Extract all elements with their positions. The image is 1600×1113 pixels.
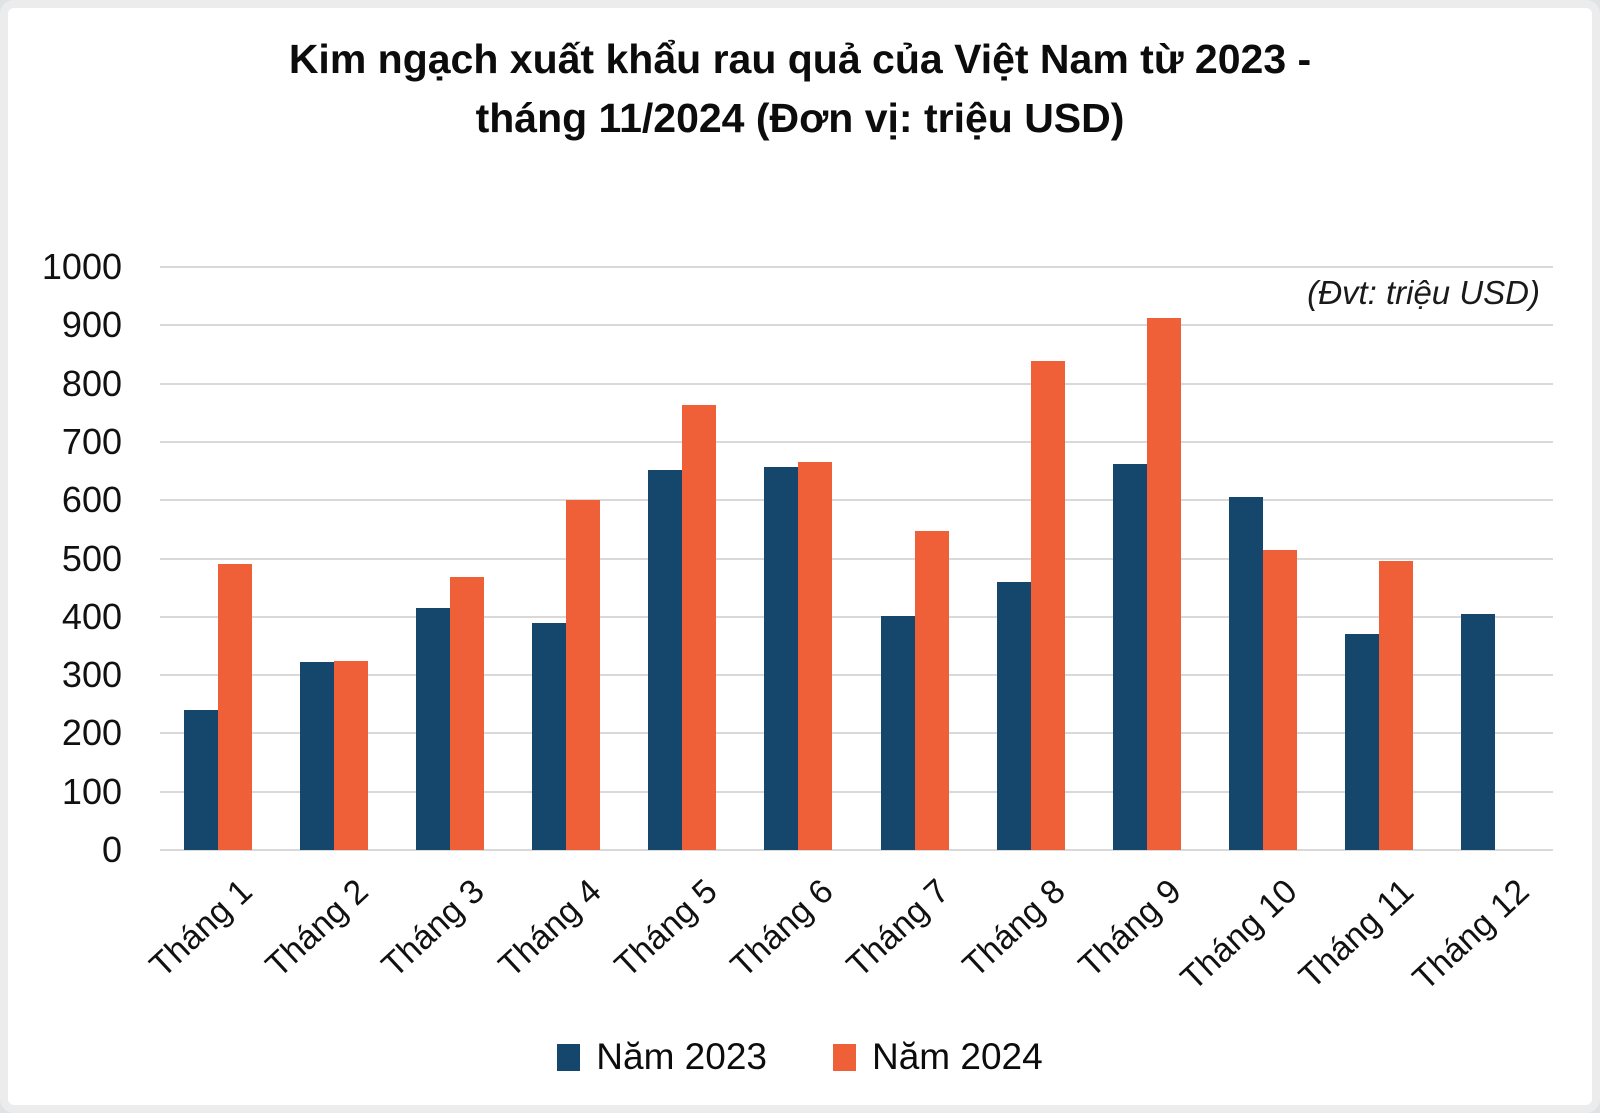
- x-axis-label-tháng-12: Tháng 12: [1405, 872, 1537, 998]
- x-axis-label-tháng-9: Tháng 9: [1071, 872, 1189, 985]
- gridline-400: [160, 615, 1553, 618]
- bar-năm-2024-tháng-7: [914, 530, 949, 850]
- bar-năm-2023-tháng-5: [648, 469, 683, 850]
- bar-năm-2024-tháng-8: [1030, 361, 1065, 850]
- y-tick-label-0: 0: [101, 829, 122, 870]
- gridline-700: [160, 440, 1553, 443]
- bar-năm-2023-tháng-10: [1228, 497, 1263, 850]
- bar-năm-2023-tháng-11: [1344, 634, 1379, 850]
- x-axis-label-tháng-3: Tháng 3: [374, 872, 493, 985]
- chart-title-line1: Kim ngạch xuất khẩu rau quả của Việt Nam…: [288, 36, 1312, 82]
- bar-năm-2024-tháng-9: [1146, 318, 1181, 850]
- bar-năm-2024-tháng-11: [1378, 561, 1413, 850]
- legend-swatch-2023: [557, 1043, 581, 1071]
- legend-label-2023: Năm 2023: [596, 1036, 767, 1077]
- y-tick-label-700: 700: [61, 420, 122, 462]
- x-axis-label-tháng-10: Tháng 10: [1173, 872, 1305, 998]
- bar-năm-2024-tháng-2: [334, 660, 369, 850]
- x-axis-label-tháng-5: Tháng 5: [607, 872, 725, 985]
- gridline-1000: [160, 266, 1553, 268]
- x-axis-label-tháng-4: Tháng 4: [491, 872, 609, 985]
- gridline-800: [160, 382, 1553, 385]
- gridline-600: [160, 499, 1553, 502]
- x-axis-label-tháng-7: Tháng 7: [839, 872, 957, 985]
- gridline-900: [160, 324, 1553, 327]
- legend: Năm 2023 Năm 2024: [8, 1036, 1592, 1078]
- x-axis-label-tháng-2: Tháng 2: [258, 872, 377, 985]
- legend-swatch-2024: [833, 1043, 856, 1071]
- legend-label-2024: Năm 2024: [872, 1036, 1043, 1077]
- gridline-300: [160, 674, 1553, 677]
- gridline-0: [160, 849, 1553, 851]
- gridline-100: [160, 790, 1553, 793]
- bar-năm-2024-tháng-10: [1262, 549, 1297, 850]
- x-axis-label-tháng-11: Tháng 11: [1291, 872, 1421, 997]
- y-tick-label-800: 800: [61, 362, 122, 404]
- y-tick-label-600: 600: [61, 479, 122, 521]
- bar-năm-2023-tháng-2: [300, 662, 335, 850]
- bar-năm-2023-tháng-7: [880, 615, 915, 850]
- gridline-200: [160, 732, 1553, 735]
- y-tick-label-400: 400: [61, 595, 122, 637]
- gridline-500: [160, 557, 1553, 560]
- y-tick-label-1000: 1000: [41, 246, 122, 287]
- y-tick-label-900: 900: [61, 304, 122, 346]
- chart-title-line2: tháng 11/2024 (Đơn vị: triệu USD): [475, 95, 1125, 142]
- y-tick-label-300: 300: [61, 654, 122, 696]
- unit-annotation: (Đvt: triệu USD): [1307, 274, 1540, 311]
- bar-năm-2023-tháng-12: [1460, 613, 1495, 850]
- legend-item-2024: Năm 2024: [833, 1036, 1043, 1078]
- bar-năm-2024-tháng-6: [798, 461, 833, 850]
- bar-năm-2023-tháng-1: [184, 710, 219, 850]
- bar-năm-2024-tháng-4: [566, 500, 601, 850]
- legend-item-2023: Năm 2023: [557, 1036, 767, 1078]
- bar-năm-2023-tháng-9: [1112, 464, 1147, 850]
- plot-area: [160, 266, 1553, 851]
- bar-năm-2024-tháng-3: [450, 577, 485, 850]
- x-axis-label-tháng-8: Tháng 8: [955, 872, 1073, 985]
- bar-năm-2023-tháng-4: [532, 622, 567, 850]
- bar-năm-2023-tháng-8: [996, 581, 1031, 850]
- y-tick-label-100: 100: [61, 770, 122, 812]
- bar-năm-2023-tháng-6: [764, 466, 799, 850]
- y-tick-label-200: 200: [61, 712, 122, 754]
- bar-năm-2023-tháng-3: [416, 608, 451, 850]
- y-tick-label-500: 500: [61, 537, 122, 579]
- x-axis-label-tháng-6: Tháng 6: [723, 872, 841, 985]
- bar-năm-2024-tháng-5: [682, 405, 717, 850]
- x-axis-label-tháng-1: Tháng 1: [142, 872, 260, 985]
- chart-title: Kim ngạch xuất khẩu rau quả của Việt Nam…: [8, 30, 1592, 149]
- bar-năm-2024-tháng-1: [218, 564, 253, 850]
